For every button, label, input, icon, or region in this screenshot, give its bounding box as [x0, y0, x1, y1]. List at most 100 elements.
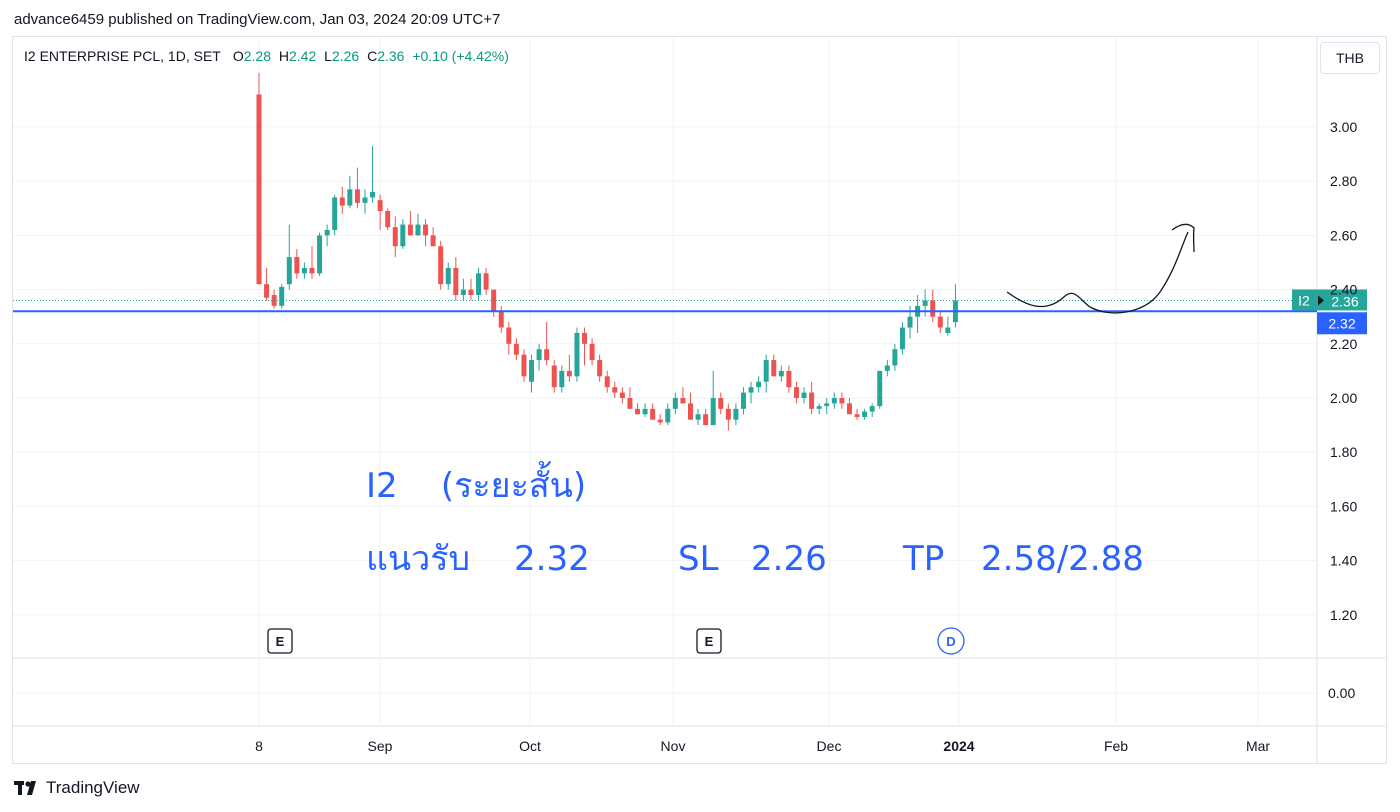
- candle-body: [264, 284, 270, 298]
- candle: [354, 167, 360, 209]
- y-tick-label: 2.00: [1330, 390, 1357, 406]
- candle: [703, 408, 709, 426]
- candle-body: [657, 419, 663, 423]
- candle: [521, 349, 527, 382]
- y-tick-label: 2.60: [1330, 227, 1357, 243]
- y-tick-label: 1.20: [1330, 607, 1357, 623]
- candle-body: [566, 370, 572, 377]
- candle-body: [256, 94, 262, 285]
- annotation-tp-value: 2.58/2.88: [981, 539, 1144, 579]
- y-tick-label: 2.80: [1330, 173, 1357, 189]
- tradingview-logo-icon: [14, 781, 36, 795]
- candle-body: [392, 227, 398, 247]
- candle-body: [687, 403, 693, 420]
- footer-logo[interactable]: TradingView: [14, 778, 140, 798]
- publisher-line: advance6459 published on TradingView.com…: [14, 11, 501, 28]
- candle-body: [430, 235, 436, 247]
- candle-body: [748, 387, 754, 393]
- candle: [778, 365, 784, 382]
- candle: [740, 387, 746, 415]
- candle-body: [899, 327, 905, 350]
- annotation-support-value: 2.32: [514, 539, 590, 579]
- candle: [756, 376, 762, 393]
- candle: [279, 284, 285, 309]
- candle-body: [423, 224, 429, 236]
- candle: [930, 289, 936, 323]
- candle: [430, 227, 436, 247]
- candle-body: [756, 381, 762, 388]
- candle-body: [793, 387, 799, 398]
- lower-pane-tick: 0.00: [1328, 685, 1355, 701]
- candle: [423, 219, 429, 247]
- candle-body: [635, 408, 640, 415]
- candle-body: [551, 365, 557, 388]
- candle-body: [733, 408, 739, 420]
- low-label: L: [324, 48, 332, 64]
- candle: [763, 354, 769, 393]
- y-tick-label: 2.20: [1330, 336, 1357, 352]
- candle-body: [786, 370, 792, 388]
- earnings-marker-icon[interactable]: [267, 628, 293, 654]
- candle-body: [816, 406, 822, 409]
- x-tick-label: Mar: [1246, 738, 1270, 754]
- candle: [544, 322, 550, 366]
- annotation-tp-label: TP: [902, 539, 944, 579]
- candle: [816, 403, 822, 415]
- earnings-marker-icon[interactable]: [696, 628, 722, 654]
- candle: [771, 354, 777, 377]
- candle-body: [945, 327, 951, 333]
- earnings-marker-label: E: [276, 634, 285, 649]
- candle: [339, 186, 345, 214]
- candle-body: [385, 211, 391, 228]
- candle-body: [930, 300, 936, 317]
- y-tick-label: 1.80: [1330, 444, 1357, 460]
- currency-button[interactable]: THB: [1320, 42, 1380, 74]
- dividend-marker-icon[interactable]: [937, 627, 965, 655]
- candle: [680, 387, 686, 404]
- candle: [862, 408, 868, 420]
- candle-body: [438, 246, 444, 285]
- candle-body: [862, 411, 868, 417]
- x-tick-label: Oct: [519, 738, 541, 754]
- candle: [877, 370, 883, 409]
- candle-body: [627, 398, 633, 409]
- candle-body: [559, 370, 565, 388]
- candle-body: [907, 316, 913, 328]
- candle-body: [415, 224, 421, 236]
- y-tick-label: 1.40: [1330, 553, 1357, 569]
- candle-body: [468, 289, 474, 296]
- candle-body: [582, 332, 588, 344]
- annotation-sl-label: SL: [678, 539, 719, 579]
- candle: [264, 267, 270, 301]
- candle: [937, 311, 943, 333]
- candle-body: [718, 398, 724, 409]
- candle: [824, 398, 830, 415]
- footer-brand: TradingView: [46, 778, 140, 797]
- candle-body: [831, 398, 837, 404]
- candle-body: [619, 392, 625, 398]
- candle: [733, 403, 739, 426]
- candle: [468, 278, 474, 301]
- candle-body: [725, 408, 731, 420]
- candle-body: [294, 257, 300, 274]
- candle-body: [498, 311, 504, 328]
- candle: [801, 387, 807, 404]
- candle-body: [892, 349, 898, 366]
- candle: [687, 392, 693, 420]
- chart-frame: [12, 36, 1387, 764]
- candle: [438, 240, 444, 290]
- candle-body: [869, 406, 875, 412]
- close-label: C: [367, 48, 378, 64]
- candle: [665, 403, 671, 426]
- candle-body: [574, 332, 580, 377]
- annotation-title: I2 (ระยะสั้น): [366, 461, 586, 506]
- dividend-marker-label: D: [946, 634, 955, 649]
- candle: [256, 72, 262, 285]
- candle: [506, 322, 512, 355]
- x-tick-label: Dec: [817, 738, 842, 754]
- candle: [786, 365, 792, 393]
- candle-body: [740, 392, 746, 409]
- candle-body: [854, 414, 860, 417]
- candle: [445, 262, 451, 290]
